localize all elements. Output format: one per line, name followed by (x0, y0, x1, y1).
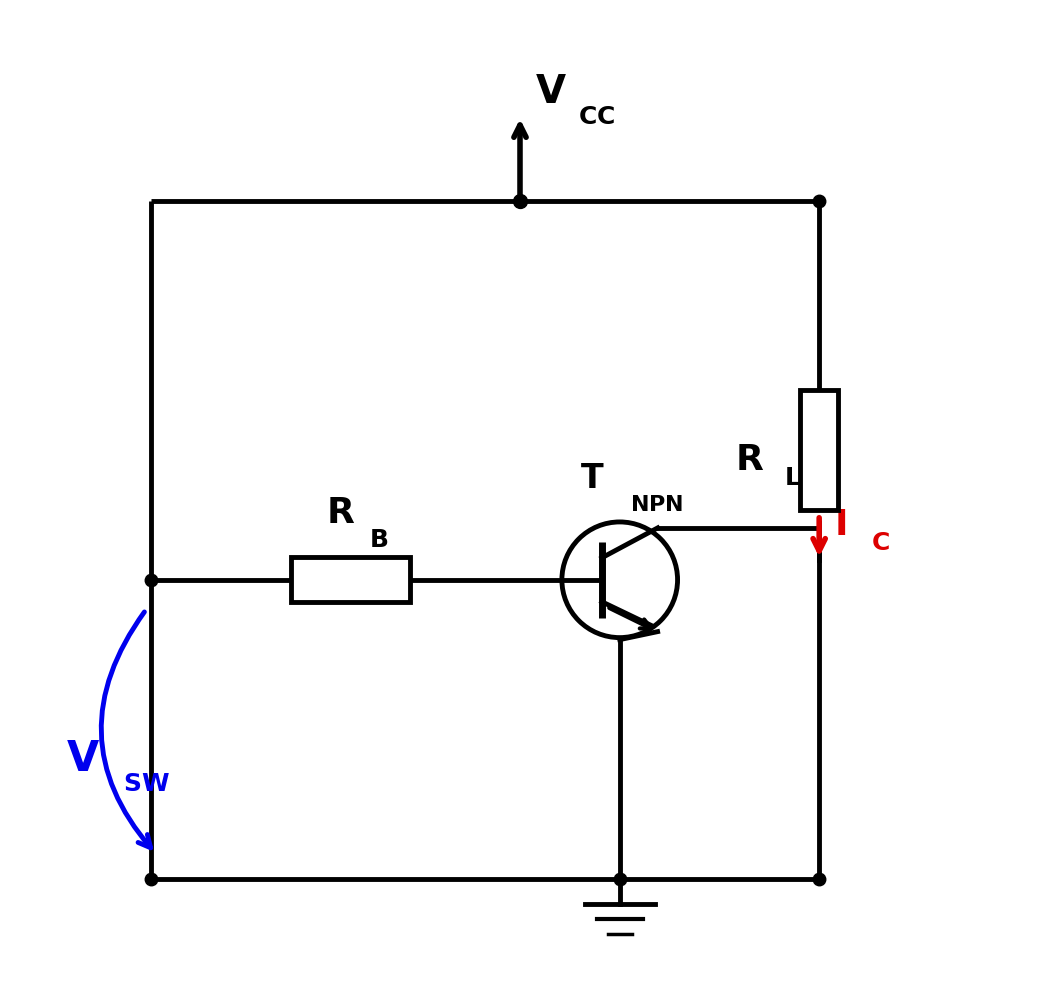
Text: $\mathbf{L}$: $\mathbf{L}$ (784, 466, 801, 490)
Text: $\mathbf{R}$: $\mathbf{R}$ (326, 496, 355, 530)
FancyBboxPatch shape (290, 557, 411, 602)
Text: $\mathbf{CC}$: $\mathbf{CC}$ (578, 105, 615, 129)
Text: $\mathbf{T}$: $\mathbf{T}$ (580, 462, 605, 495)
Circle shape (562, 522, 678, 638)
Text: $\mathbf{SW}$: $\mathbf{SW}$ (123, 772, 170, 796)
Text: $\mathbf{V}$: $\mathbf{V}$ (67, 738, 100, 780)
Text: $\mathbf{NPN}$: $\mathbf{NPN}$ (629, 495, 683, 515)
Text: $\mathbf{V}$: $\mathbf{V}$ (535, 73, 567, 111)
Text: $\mathbf{B}$: $\mathbf{B}$ (369, 528, 388, 552)
Text: $\mathbf{C}$: $\mathbf{C}$ (872, 531, 890, 555)
FancyBboxPatch shape (800, 390, 838, 510)
Text: $\mathbf{I}$: $\mathbf{I}$ (834, 508, 847, 542)
Text: $\mathbf{R}$: $\mathbf{R}$ (735, 443, 764, 477)
